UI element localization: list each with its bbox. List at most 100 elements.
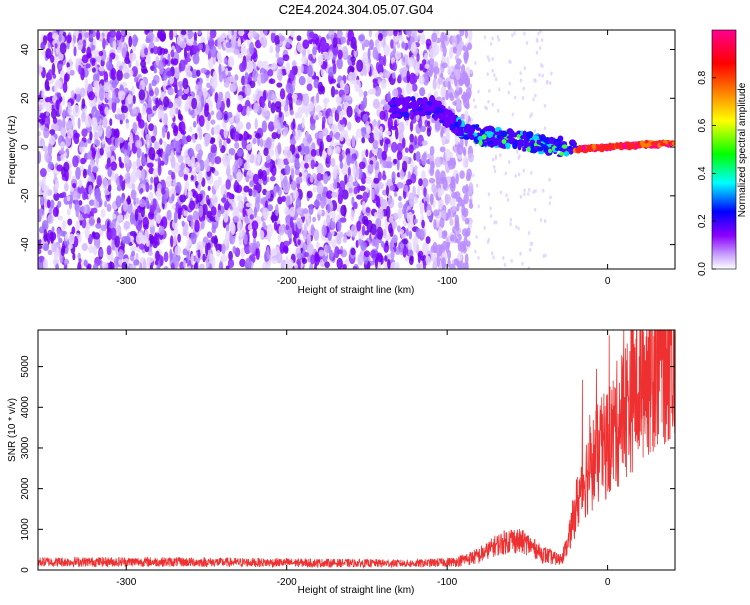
spectrogram-noise-blob <box>146 256 151 268</box>
spectrogram-noise-blob <box>251 189 258 198</box>
spectrogram-noise-blob <box>109 30 117 38</box>
spectrogram-signal-blob <box>626 143 633 149</box>
spectrogram-noise-blob <box>318 249 325 257</box>
snr-series-line <box>38 330 675 569</box>
spectrogram-noise-blob <box>145 197 149 208</box>
spectrogram-noise-blob <box>173 66 180 79</box>
spectrogram-noise-blob <box>135 197 140 205</box>
spectrogram-noise-blob <box>199 263 205 269</box>
spectrogram-noise-blob <box>51 33 59 40</box>
spectrogram-noise-blob <box>221 243 226 255</box>
spectrogram-noise-blob <box>68 233 75 245</box>
spectrogram-noise-blob <box>166 131 170 140</box>
spectrogram-noise-blob <box>155 97 160 109</box>
spectrogram-noise-blob <box>295 176 303 184</box>
spectrogram-noise-blob <box>127 195 131 205</box>
spectrogram-noise-blob <box>332 180 338 190</box>
spectrogram-noise-blob <box>137 205 143 214</box>
spectrogram-signal-blob <box>509 137 513 144</box>
spectrogram-noise-blob <box>232 216 240 223</box>
spectrogram-signal-blob <box>526 131 534 138</box>
spectrogram-noise-blob <box>56 155 62 162</box>
spectrogram-noise-blob <box>542 254 545 259</box>
spectrogram-noise-blob <box>449 263 456 269</box>
spectrogram-noise-blob <box>231 30 235 36</box>
spectrogram-noise-blob <box>73 190 78 201</box>
spectrogram-noise-blob <box>130 189 136 200</box>
spectrogram-noise-blob <box>123 220 131 230</box>
snr-x-ticks: -300 -200 -100 0 <box>116 330 611 588</box>
spectrogram-noise-blob <box>384 255 388 262</box>
spectrogram-noise-blob <box>406 30 412 37</box>
spectrogram-noise-blob <box>155 250 160 262</box>
spectrogram-noise-blob <box>205 257 209 269</box>
spectrogram-noise-blob <box>403 184 409 193</box>
spectrogram-noise-blob <box>477 204 480 209</box>
spectrogram-noise-blob <box>66 208 71 216</box>
spectrogram-noise-blob <box>465 240 471 247</box>
spectrogram-noise-blob <box>405 82 413 95</box>
spectrogram-noise-blob <box>252 69 259 83</box>
spectrogram-noise-blob <box>506 197 510 202</box>
spectrogram-noise-blob <box>534 188 537 193</box>
spectrogram-noise-blob <box>255 247 260 260</box>
spectrogram-noise-blob <box>486 72 489 77</box>
spectrogram-noise-blob <box>330 78 337 84</box>
spectrogram-noise-blob <box>387 91 391 104</box>
spectrogram-noise-blob <box>210 110 215 116</box>
spectrogram-noise-blob <box>548 177 551 182</box>
spectrogram-noise-blob <box>235 184 243 194</box>
spectrogram-noise-blob <box>119 65 123 71</box>
spectrogram-noise-blob <box>243 233 248 245</box>
spectrogram-noise-blob <box>409 133 415 143</box>
spectrogram-noise-blob <box>246 134 253 140</box>
spectrogram-noise-blob <box>132 107 137 115</box>
spectrogram-signal-blob <box>537 146 544 152</box>
spectrogram-noise-blob <box>188 200 196 211</box>
spectrogram-noise-blob <box>46 115 51 127</box>
spectrogram-noise-blob <box>252 228 258 239</box>
spectrogram-noise-blob <box>322 173 329 185</box>
spectrogram-noise-blob <box>47 249 53 256</box>
spectrogram-noise-blob <box>47 42 51 48</box>
spectrogram-noise-blob <box>107 183 112 193</box>
spectrogram-noise-blob <box>38 118 45 124</box>
spectrogram-noise-blob <box>174 245 182 256</box>
snr-x-tick-label: -300 <box>116 577 136 588</box>
spectrogram-noise-blob <box>82 191 87 201</box>
spectrogram-noise-blob <box>322 97 330 104</box>
snr-y-tick-label: 3000 <box>20 436 31 459</box>
spectrogram-noise-blob <box>396 142 404 152</box>
spectrogram-noise-blob <box>237 53 243 59</box>
spectrogram-noise-blob <box>375 195 381 208</box>
spectrogram-noise-blob <box>352 265 358 269</box>
spectrogram-noise-blob <box>69 69 75 76</box>
spectrogram-noise-blob <box>138 148 142 157</box>
spectrogram-noise-blob <box>88 199 95 206</box>
spectrogram-noise-blob <box>331 210 336 223</box>
spectrogram-noise-blob <box>510 258 513 263</box>
spectrogram-noise-blob <box>447 258 451 268</box>
spectrogram-noise-blob <box>363 39 370 48</box>
spectrogram-signal-blob <box>419 112 427 117</box>
spectrogram-signal-blob <box>444 116 448 123</box>
spectrogram-noise-blob <box>431 253 438 263</box>
spectrogram-noise-blob <box>278 68 283 82</box>
spectrogram-noise-blob <box>365 186 369 194</box>
spectrogram-noise-blob <box>352 148 356 154</box>
spectrogram-noise-blob <box>342 263 347 269</box>
spectrogram-noise-blob <box>58 34 62 42</box>
spectrogram-noise-blob <box>128 35 133 48</box>
spectrogram-noise-blob <box>52 117 58 124</box>
spectrogram-noise-blob <box>79 87 86 98</box>
spectrogram-noise-blob <box>38 98 45 111</box>
spectrogram-noise-blob <box>240 43 247 56</box>
spectrogram-noise-blob <box>83 259 88 267</box>
colorbar-label: Normalized spectral amplitude <box>737 82 748 217</box>
spectrogram-noise-blob <box>191 71 197 79</box>
spectrogram-signal-blob <box>602 144 609 150</box>
spectrogram-noise-blob <box>465 79 470 86</box>
spectrogram-noise-blob <box>236 148 243 157</box>
colorbar-tick-label: 0.2 <box>697 214 708 228</box>
spectrogram-noise-blob <box>187 190 193 199</box>
